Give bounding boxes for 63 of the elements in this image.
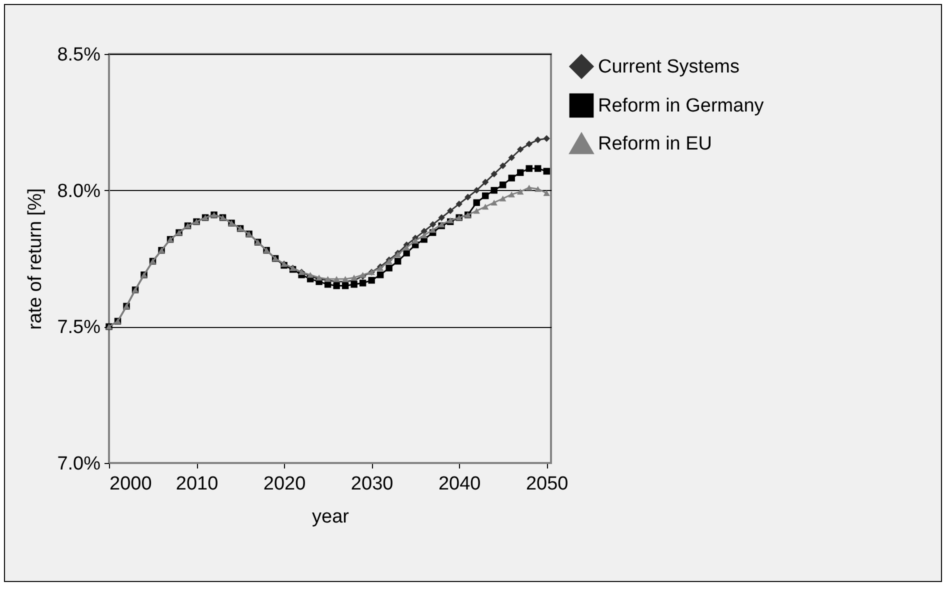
point [526, 165, 532, 172]
point [429, 221, 436, 228]
point [438, 214, 445, 221]
point [534, 186, 542, 192]
legend-label: Current Systems [598, 56, 740, 78]
point [490, 170, 498, 178]
legend-label: Reform in Germany [598, 96, 764, 116]
point [342, 282, 349, 290]
point [526, 184, 532, 191]
point [456, 200, 462, 208]
x-tick-label: 2040 [438, 474, 481, 494]
point [534, 136, 542, 144]
point [333, 282, 340, 290]
x-tick-label: 2050 [526, 474, 568, 494]
point [368, 276, 375, 284]
point [508, 174, 515, 182]
point [543, 168, 550, 175]
point [464, 194, 472, 201]
point [482, 192, 489, 200]
point [473, 208, 480, 214]
point [526, 140, 532, 148]
point [333, 276, 340, 282]
point [517, 169, 524, 176]
x-axis-title: year [312, 506, 350, 528]
point [386, 264, 392, 272]
x-tick-label: 2030 [350, 474, 394, 494]
point [500, 162, 506, 170]
point [490, 200, 498, 206]
point [473, 186, 480, 194]
point [394, 258, 402, 265]
point [500, 196, 506, 202]
point [446, 207, 454, 214]
point [482, 178, 489, 186]
point [420, 228, 428, 235]
y-tick-label: 7.0% [57, 454, 101, 474]
point [517, 146, 524, 153]
x-tick-label: 2020 [263, 474, 306, 494]
y-axis-title: rate of return [%] [25, 188, 46, 330]
point [500, 182, 506, 188]
point [473, 199, 480, 206]
x-tick-label: 2010 [176, 474, 218, 494]
point [543, 135, 550, 142]
point [543, 190, 550, 196]
point [429, 226, 436, 233]
point [508, 192, 515, 198]
point [482, 204, 489, 210]
legend-label: Reform in EU [598, 134, 712, 154]
point [412, 238, 419, 244]
point [350, 281, 358, 288]
y-tick-label: 8.5% [57, 44, 101, 66]
point [376, 272, 384, 278]
point [508, 154, 515, 161]
point [359, 280, 366, 286]
point [534, 165, 542, 172]
point [350, 274, 358, 280]
x-tick-label: 2000 [110, 474, 152, 494]
point [517, 188, 524, 195]
point [403, 244, 410, 250]
y-tick-label: 8.0% [57, 180, 101, 202]
y-tick-label: 7.5% [57, 317, 101, 338]
point [342, 276, 349, 282]
point [420, 232, 428, 238]
point [490, 186, 498, 194]
